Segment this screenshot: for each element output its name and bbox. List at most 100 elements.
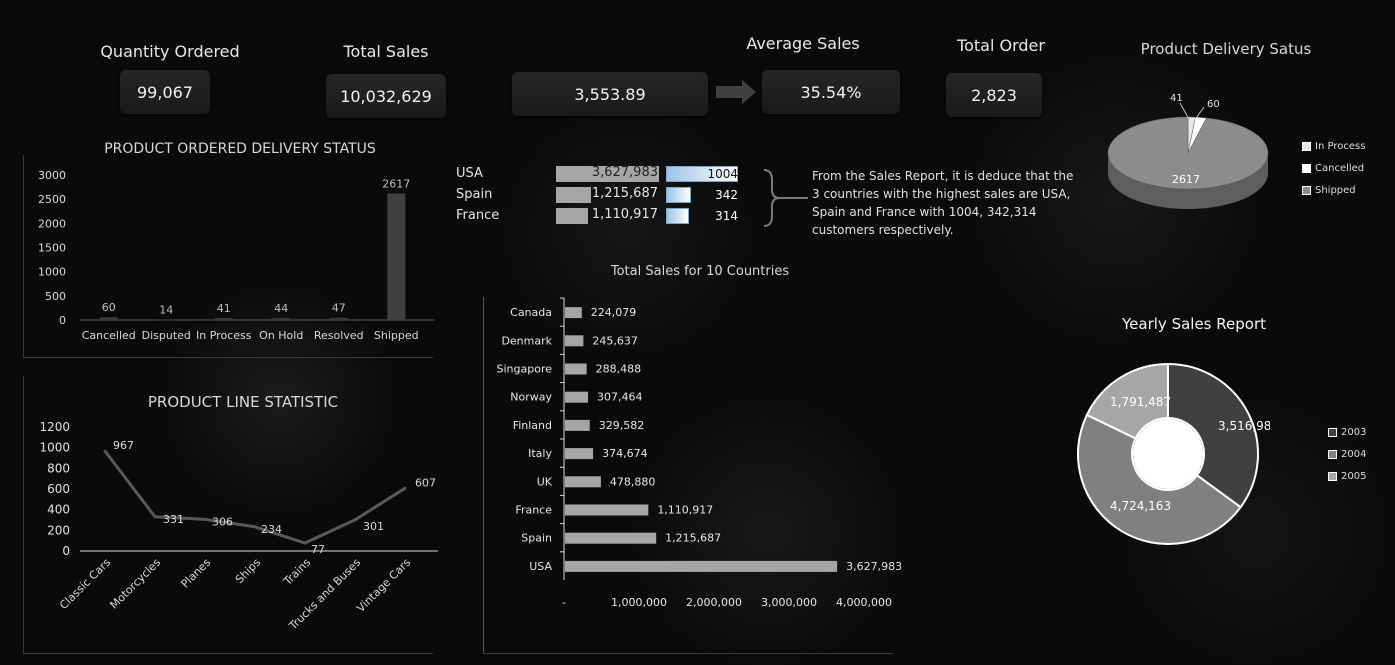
top-country-customers-value: 314 bbox=[715, 209, 738, 223]
line-point bbox=[203, 517, 207, 521]
y-tick-label: Denmark bbox=[501, 334, 552, 347]
quantity-ordered-value: 99,067 bbox=[120, 70, 210, 114]
total-order-value: 2,823 bbox=[946, 73, 1042, 117]
top-country-sales-bar bbox=[556, 166, 659, 182]
yearly-donut-chart: 3,516,980 4,724,163 1,791,487 bbox=[1077, 362, 1270, 545]
country-bar-italy bbox=[565, 448, 594, 460]
donut-value-label: 3,516,980 bbox=[1218, 419, 1270, 433]
average-sales-percent: 35.54% bbox=[762, 70, 900, 114]
y-tick-label: USA bbox=[529, 560, 552, 573]
country-bar-norway bbox=[565, 391, 589, 403]
bracket-icon-svg bbox=[763, 169, 808, 227]
legend-label: In Process bbox=[1315, 140, 1366, 152]
top-country-sales-value: 3,627,983 bbox=[591, 165, 658, 180]
y-tick-label: 1000 bbox=[38, 266, 66, 279]
y-tick-label: 400 bbox=[47, 503, 70, 517]
x-tick-label: Resolved bbox=[314, 329, 364, 342]
top-country-customers-bar bbox=[666, 187, 691, 203]
arrow-right-icon bbox=[716, 80, 756, 104]
bar-value-label: 1,215,687 bbox=[665, 532, 721, 545]
line-value-label: 331 bbox=[163, 513, 184, 526]
donut-value-label: 1,791,487 bbox=[1110, 395, 1171, 409]
average-sales-label: Average Sales bbox=[746, 34, 860, 53]
yearly-donut-legend: 2003 2004 2005 bbox=[1328, 421, 1366, 487]
bar-disputed bbox=[157, 319, 176, 321]
x-tick-label: Cancelled bbox=[82, 329, 136, 342]
pie-leader-line bbox=[1179, 102, 1191, 122]
y-tick-label: 500 bbox=[45, 290, 66, 303]
pie-leader-line bbox=[1193, 106, 1205, 122]
bar-value-label: 307,464 bbox=[597, 391, 643, 404]
line-point bbox=[353, 518, 357, 522]
bar-value-label: 47 bbox=[332, 302, 346, 315]
donut-slice-2003 bbox=[1167, 362, 1259, 509]
bar-value-label: 245,637 bbox=[592, 334, 638, 347]
line-value-label: 967 bbox=[113, 439, 134, 452]
delivery-chart-left-border bbox=[23, 155, 24, 357]
total-order-label: Total Order bbox=[957, 36, 1045, 55]
bar-cancelled bbox=[99, 317, 118, 320]
line-value-label: 77 bbox=[311, 543, 325, 556]
legend-swatch bbox=[1302, 163, 1311, 173]
donut-legend-item: 2003 bbox=[1328, 421, 1366, 443]
country-bar-uk bbox=[565, 476, 601, 488]
country-bar-singapore bbox=[565, 363, 587, 375]
pie-legend-item: In Process bbox=[1302, 135, 1365, 157]
y-tick-label: 600 bbox=[47, 482, 70, 496]
average-sales-value: 3,553.89 bbox=[512, 72, 708, 116]
top-country-sales-bar bbox=[556, 187, 591, 203]
y-tick-label: 800 bbox=[47, 461, 70, 475]
y-tick-label: Canada bbox=[510, 306, 552, 319]
legend-label: Shipped bbox=[1315, 184, 1356, 196]
y-tick-label: Finland bbox=[513, 419, 552, 432]
bar-value-label: 1,110,917 bbox=[657, 504, 713, 517]
x-tick-label: In Process bbox=[196, 329, 252, 342]
country-sales-title: Total Sales for 10 Countries bbox=[610, 264, 790, 279]
donut-legend-item: 2004 bbox=[1328, 443, 1366, 465]
x-tick-label: Classic Cars bbox=[57, 556, 113, 612]
country-bar-finland bbox=[565, 419, 590, 431]
bar-value-label: 374,674 bbox=[602, 447, 648, 460]
top-country-sales-value: 1,110,917 bbox=[591, 207, 658, 222]
delivery-status-title: PRODUCT ORDERED DELIVERY STATUS bbox=[104, 141, 376, 157]
bracket-icon bbox=[762, 166, 810, 230]
x-tick-label: Trains bbox=[281, 556, 314, 589]
donut-hole bbox=[1133, 419, 1203, 489]
bar-value-label: 288,488 bbox=[596, 363, 642, 376]
x-tick-label: 2,000,000 bbox=[686, 596, 742, 609]
donut-value-label: 4,724,163 bbox=[1110, 499, 1171, 513]
y-tick-label: 3000 bbox=[38, 169, 66, 182]
y-tick-label: France bbox=[515, 504, 552, 517]
line-value-label: 301 bbox=[363, 520, 384, 533]
y-tick-label: 1200 bbox=[39, 420, 70, 434]
delivery-pie-title: Product Delivery Satus bbox=[1140, 40, 1312, 58]
delivery-chart-bottom-border bbox=[23, 357, 433, 358]
country-sales-left-border bbox=[483, 297, 484, 653]
top-country-name: France bbox=[456, 208, 500, 223]
legend-label: 2003 bbox=[1341, 426, 1367, 438]
yearly-donut-title: Yearly Sales Report bbox=[1122, 315, 1266, 333]
product-line-title: PRODUCT LINE STATISTIC bbox=[147, 393, 339, 411]
bar-shipped bbox=[387, 193, 406, 320]
top-country-customers-bar bbox=[666, 208, 689, 224]
legend-swatch bbox=[1302, 141, 1311, 151]
delivery-status-bar-chart: 0 500 1000 1500 2000 2500 3000 60 Cancelled 14 Dis… bbox=[38, 169, 435, 342]
bar-resolved bbox=[329, 317, 348, 320]
top-country-sales-bar bbox=[556, 208, 588, 224]
top-country-customers-value: 342 bbox=[715, 188, 738, 202]
country-bar-denmark bbox=[565, 335, 584, 347]
product-line-chart: 0 200 400 600 800 1000 1200 967 331 306 234 77 301 60… bbox=[39, 420, 438, 633]
line-point bbox=[153, 515, 157, 519]
bar-value-label: 3,627,983 bbox=[846, 560, 902, 573]
y-tick-label: 200 bbox=[47, 523, 70, 537]
line-point bbox=[403, 486, 407, 490]
line-value-label: 306 bbox=[212, 515, 233, 528]
x-tick-label: On Hold bbox=[259, 329, 303, 342]
total-sales-label: Total Sales bbox=[343, 42, 429, 61]
y-tick-label: 1500 bbox=[38, 242, 66, 255]
y-tick-label: Singapore bbox=[497, 363, 553, 376]
top-country-customers-bar bbox=[666, 166, 738, 182]
bar-value-label: 224,079 bbox=[591, 306, 637, 319]
delivery-pie-chart: 41 60 2617 bbox=[1107, 93, 1269, 209]
y-tick-label: 1000 bbox=[39, 441, 70, 455]
